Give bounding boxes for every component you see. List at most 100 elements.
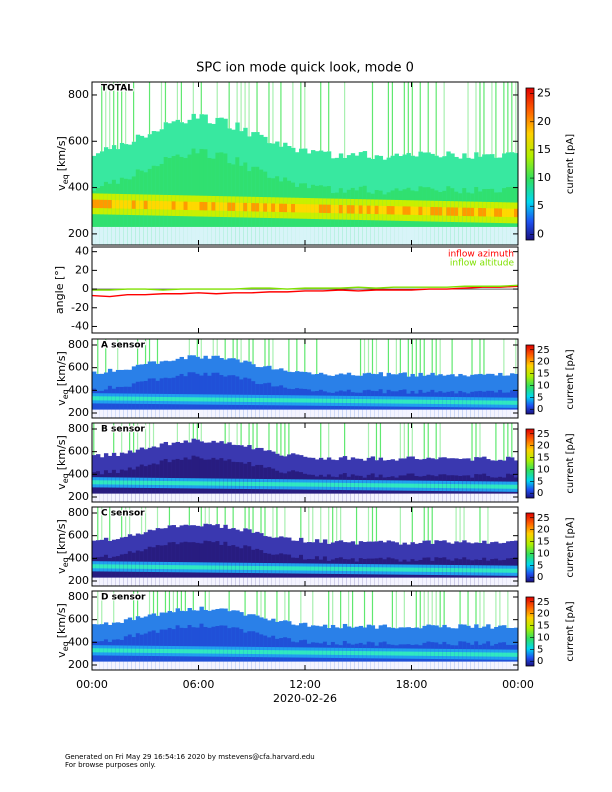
spectrogram-stripe — [479, 82, 481, 157]
spectrogram-cell — [414, 399, 419, 404]
spectrogram-stripe — [101, 507, 103, 540]
spectrogram-cell — [287, 566, 292, 571]
spectrogram-cell — [195, 661, 200, 670]
spectrogram-cell — [175, 493, 180, 502]
spectrogram-cell — [446, 568, 451, 573]
spectrogram-cell — [346, 482, 352, 488]
spectrogram-cell — [362, 651, 368, 656]
spectrogram-cell — [426, 493, 431, 502]
spectrogram-cell — [354, 651, 360, 656]
spectrogram-cell — [410, 399, 415, 404]
spectrogram-cell — [195, 397, 200, 402]
spectrogram-stripe — [252, 507, 254, 533]
spectrogram-cell — [366, 226, 372, 245]
spectrogram-cell — [330, 409, 336, 418]
spectrogram-cell — [259, 482, 264, 487]
spectrogram-cell — [127, 564, 133, 569]
spectrogram-cell — [382, 399, 388, 404]
spectrogram-cell — [119, 648, 125, 653]
spectrogram-cell — [263, 409, 268, 418]
spectrogram-cell — [171, 493, 177, 502]
spectrogram-cell — [450, 226, 455, 245]
spectrogram-cell — [394, 409, 399, 418]
spectrogram-cell — [426, 567, 431, 572]
spectrogram-cell — [187, 409, 192, 418]
spectrogram-cell — [498, 400, 503, 405]
spectrogram-cell — [514, 400, 519, 405]
spectrogram-cell — [386, 483, 391, 488]
spectrogram-cell — [147, 661, 153, 670]
spectrogram-stripe — [308, 507, 310, 543]
y-axis-label-sub: eq — [61, 557, 70, 567]
spectrogram-cell — [430, 483, 435, 488]
spectrogram-cell — [303, 398, 308, 403]
spectrogram-cell — [330, 482, 336, 487]
spectrogram-cell — [127, 577, 133, 586]
spectrogram-stripe — [439, 339, 441, 375]
spectrogram-cell — [215, 481, 220, 486]
spectrogram-cell — [127, 648, 133, 653]
spectrogram-cell — [474, 207, 479, 217]
spectrogram-stripe — [129, 507, 131, 535]
spectrogram-cell — [239, 577, 244, 586]
spectrogram-cell — [283, 482, 288, 487]
spectrogram-cell — [510, 577, 515, 586]
spectrogram-cell — [478, 661, 483, 670]
spectrogram-cell — [259, 409, 264, 418]
spectrogram-cell — [167, 226, 173, 245]
spectrogram-cell — [139, 226, 145, 245]
spectrogram-cell — [394, 483, 399, 488]
spectrogram-cell — [115, 493, 121, 502]
spectrogram-cell — [394, 577, 399, 586]
spectrogram-cell — [251, 577, 256, 586]
spectrogram-cell — [406, 483, 411, 488]
spectrogram-cell — [402, 661, 407, 670]
spectrogram-stripe — [192, 423, 194, 439]
spectrogram-cell — [418, 483, 423, 488]
spectrogram-cell — [211, 565, 216, 570]
spectrogram-cell — [430, 493, 435, 502]
spectrogram-stripe — [133, 82, 135, 142]
spectrogram-cell — [342, 566, 348, 571]
spectrogram-cell — [107, 641, 113, 670]
spectrogram-cell — [139, 409, 145, 418]
spectrogram-cell — [171, 397, 177, 402]
spectrogram-cell — [474, 652, 479, 657]
spectrogram-cell — [486, 409, 491, 418]
spectrogram-cell — [342, 226, 348, 245]
spectrogram-stripe — [320, 423, 322, 458]
spectrogram-cell — [255, 203, 260, 212]
y-tick-label: 200 — [68, 658, 89, 671]
spectrogram-cell — [430, 661, 435, 670]
spectrogram-stripe — [483, 82, 485, 155]
spectrogram-cell — [211, 226, 216, 245]
spectrogram-cell — [99, 409, 105, 418]
spectrogram-cell — [462, 409, 467, 418]
spectrogram-cell — [267, 650, 272, 655]
spectrogram-cell — [326, 650, 332, 655]
spectrogram-cell — [306, 661, 312, 670]
legend-entry: inflow azimuth — [448, 250, 514, 260]
spectrogram-cell — [203, 202, 208, 211]
spectrogram-cell — [243, 661, 248, 670]
y-tick-label: 400 — [68, 467, 89, 480]
spectrogram-cell — [418, 661, 423, 670]
spectrogram-cell — [203, 661, 208, 670]
spectrogram-stripe — [423, 339, 425, 376]
y-axis-label-main: v — [55, 399, 68, 406]
spectrogram-cell — [502, 568, 507, 573]
spectrogram-stripe — [391, 82, 393, 156]
spectrogram-cell — [107, 396, 113, 401]
spectrogram-cell — [326, 204, 332, 214]
spectrogram-stripe — [152, 423, 155, 447]
spectrogram-cell — [251, 481, 256, 487]
spectrogram-stripe — [117, 339, 119, 370]
spectrogram-cell — [342, 650, 348, 655]
spectrogram-stripe — [463, 507, 465, 541]
spectrogram-cell — [350, 482, 356, 488]
spectrogram-cell — [211, 649, 216, 654]
y-axis-label: veq [km/s] — [55, 603, 70, 658]
spectrogram-cell — [490, 208, 495, 217]
spectrogram-cell — [95, 396, 101, 401]
